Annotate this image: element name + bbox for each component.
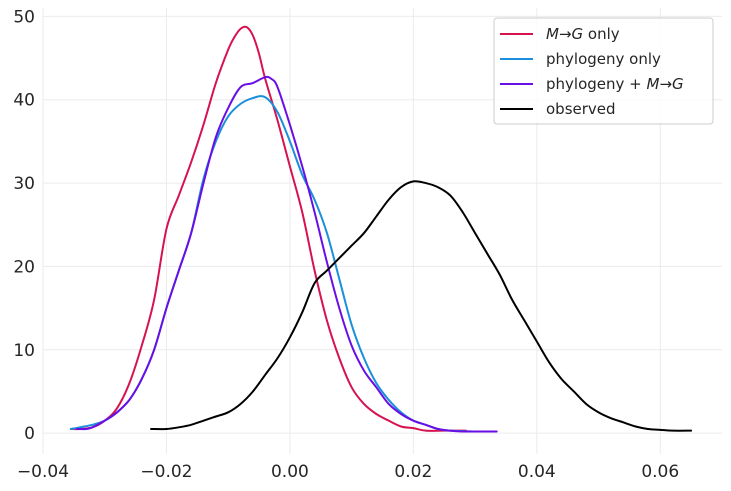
legend-label: phylogeny + M→G xyxy=(546,75,684,93)
series-line-m-g-only xyxy=(69,25,467,432)
legend-frame xyxy=(493,17,714,125)
x-axis-ticks: −0.04 −0.02 0.00 0.02 0.04 0.06 xyxy=(17,462,679,482)
y-tick-label: 40 xyxy=(13,91,35,111)
series-line-phylogeny-only xyxy=(69,95,477,433)
x-tick-label: −0.04 xyxy=(17,462,69,482)
legend: M→G only phylogeny only phylogeny + M→G obs… xyxy=(493,17,714,125)
series-lines xyxy=(69,25,693,433)
legend-label: M→G only xyxy=(546,25,620,43)
x-tick-label: 0.06 xyxy=(641,462,679,482)
legend-label: phylogeny only xyxy=(546,50,661,68)
x-tick-label: 0.02 xyxy=(394,462,432,482)
x-tick-label: 0.04 xyxy=(518,462,556,482)
legend-label: observed xyxy=(546,100,616,118)
y-axis-ticks: 0 10 20 30 40 50 xyxy=(13,7,35,444)
series-line-observed xyxy=(150,180,693,432)
x-tick-label: 0.00 xyxy=(271,462,309,482)
y-tick-label: 30 xyxy=(13,174,35,194)
x-tick-label: −0.02 xyxy=(140,462,192,482)
y-tick-label: 50 xyxy=(13,7,35,27)
y-tick-label: 10 xyxy=(13,341,35,361)
series-line-phylogeny-m-g xyxy=(75,75,498,433)
y-tick-label: 0 xyxy=(24,424,35,444)
y-tick-label: 20 xyxy=(13,257,35,277)
